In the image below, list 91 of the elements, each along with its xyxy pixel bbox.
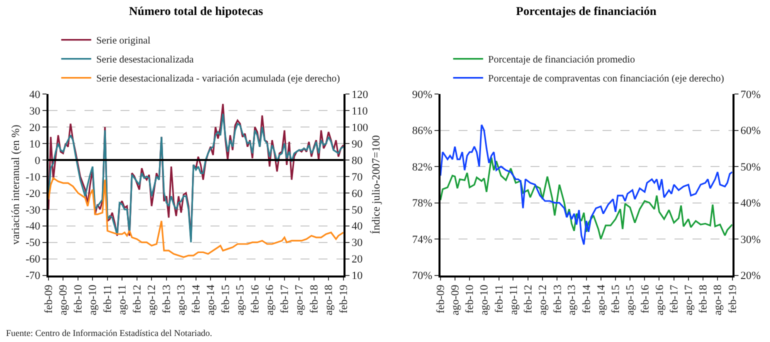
x-tick-label: feb-12	[132, 284, 144, 314]
legend-label: Serie original	[96, 36, 151, 47]
x-tick-label: feb-14	[190, 284, 203, 314]
x-tick-label: feb-10	[464, 284, 476, 314]
x-tick-label: feb-13	[552, 284, 564, 314]
line-series	[440, 156, 732, 240]
y-tick-label: 90%	[412, 88, 432, 101]
y2-tick-label: 50	[352, 204, 364, 216]
x-tick-label: feb-17	[279, 284, 292, 314]
y-axis-title: variación interanual (en %)	[10, 124, 22, 245]
source-note: Fuente: Centro de Información Estadística del Notariado.	[6, 328, 212, 338]
x-tick-label: feb-19	[338, 284, 350, 314]
y-tick-label: -40	[26, 220, 41, 233]
x-tick-label: feb-19	[726, 284, 739, 314]
x-tick-label: ago-17	[682, 284, 695, 316]
y-tick-label: 10	[29, 138, 41, 150]
x-tick-label: ago-09	[449, 284, 462, 316]
x-tick-label: ago-16	[654, 284, 666, 316]
x-tick-label: feb-11	[102, 284, 114, 314]
x-tick-label: ago-14	[595, 284, 608, 316]
x-tick-label: ago-11	[116, 284, 129, 315]
legend-label: Serie desestacionalizada	[96, 54, 194, 66]
x-tick-label: feb-15	[220, 284, 232, 314]
x-tick-label: feb-09	[43, 284, 56, 314]
x-tick-label: ago-18	[712, 284, 724, 316]
y2-tick-label: 20%	[740, 270, 761, 282]
x-tick-label: ago-13	[176, 284, 188, 316]
chart-title: Porcentajes de financiación	[516, 4, 657, 18]
x-tick-label: feb-18	[698, 284, 710, 314]
y2-tick-label: 70	[352, 171, 364, 184]
x-tick-label: ago-12	[146, 284, 158, 316]
y-tick-label: 30	[29, 105, 41, 118]
line-series	[440, 124, 732, 246]
x-tick-label: feb-10	[72, 284, 85, 314]
x-tick-label: ago-15	[624, 284, 637, 316]
y-tick-label: 74%	[412, 234, 432, 246]
x-tick-label: ago-16	[264, 284, 276, 316]
legend-label: Porcentaje de financiación promedio	[488, 54, 636, 66]
y-tick-label: 78%	[412, 198, 432, 210]
x-tick-label: feb-11	[493, 284, 506, 314]
y2-tick-label: 100	[352, 122, 369, 134]
x-tick-label: feb-17	[668, 284, 681, 314]
x-tick-label: ago-10	[87, 284, 100, 316]
x-tick-label: feb-12	[522, 284, 535, 314]
x-tick-label: feb-14	[580, 284, 593, 314]
x-tick-label: ago-15	[234, 284, 247, 316]
x-tick-label: ago-10	[478, 284, 491, 316]
y2-tick-label: 40%	[740, 198, 761, 210]
y-tick-label: 40	[29, 88, 41, 101]
y2-tick-label: 30%	[740, 234, 761, 246]
y-tick-label: 20	[29, 122, 41, 134]
x-tick-label: ago-18	[323, 284, 336, 316]
legend-label: Porcentaje de compraventas con financiación (eje derecho)	[488, 74, 724, 85]
x-tick-label: ago-12	[537, 284, 550, 316]
y-tick-label: -60	[26, 254, 41, 266]
x-tick-label: ago-09	[58, 284, 70, 316]
y2-tick-label: 40	[352, 220, 364, 233]
y2-tick-label: 110	[352, 105, 368, 118]
y-tick-label: -30	[26, 204, 41, 216]
y2-tick-label: 60%	[740, 125, 761, 138]
x-tick-label: ago-14	[205, 284, 218, 316]
x-tick-label: feb-16	[639, 284, 652, 314]
x-tick-label: feb-13	[161, 284, 174, 314]
x-tick-label: ago-11	[508, 284, 520, 315]
y2-tick-label: 80	[352, 154, 364, 167]
chart-title: Número total de hipotecas	[129, 4, 264, 18]
y2-tick-label: 90	[352, 138, 364, 150]
x-tick-label: feb-18	[308, 284, 321, 314]
y2-tick-label: 10	[352, 270, 364, 282]
legend-label: Serie desestacionalizada - variación acumulada (eje derecho)	[96, 74, 340, 85]
y-tick-label: 70%	[412, 270, 432, 282]
y2-tick-label: 120	[352, 88, 369, 101]
x-tick-label: ago-17	[294, 284, 306, 316]
x-tick-label: feb-16	[249, 284, 262, 314]
x-tick-label: feb-09	[435, 284, 448, 314]
x-tick-label: feb-15	[610, 284, 622, 314]
y2-tick-label: 30	[352, 237, 364, 250]
y2-tick-label: 50%	[740, 161, 761, 174]
y-tick-label: -10	[26, 171, 41, 184]
y-tick-label: -50	[26, 237, 41, 250]
y-tick-label: -20	[26, 188, 41, 200]
y-tick-label: 86%	[412, 125, 432, 138]
y-tick-label: 0	[34, 154, 41, 167]
y2-tick-label: 20	[352, 254, 364, 266]
line-series	[48, 177, 344, 258]
y2-tick-label: 60	[352, 188, 364, 200]
y-tick-label: 82%	[412, 161, 432, 174]
y2-axis-title: Índice julio-2007=100	[369, 134, 382, 234]
x-tick-label: ago-13	[566, 284, 578, 316]
y2-tick-label: 70%	[740, 88, 761, 101]
y-tick-label: -70	[26, 270, 41, 282]
